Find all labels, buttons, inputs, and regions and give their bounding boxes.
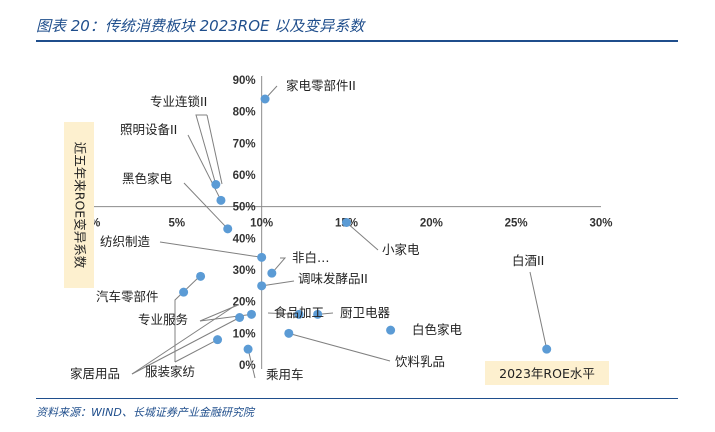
data-point [216, 195, 226, 205]
point-label: 服装家纺 [145, 364, 195, 379]
data-point [257, 281, 267, 291]
leader-line [271, 257, 287, 274]
data-point [294, 309, 304, 319]
data-point [342, 218, 351, 227]
x-tick-label: 25% [505, 218, 528, 230]
leader-lines [131, 85, 548, 379]
y-tick-label: 70% [233, 138, 256, 150]
x-tick-label: 5% [169, 218, 186, 230]
title-rule [36, 40, 678, 42]
data-point [246, 309, 256, 319]
point-label: 饮料乳品 [395, 354, 445, 369]
leader-line [288, 332, 391, 362]
leader-line [131, 317, 240, 375]
data-points [179, 94, 552, 354]
data-point [235, 313, 245, 322]
data-point [223, 224, 233, 234]
point-label: 非白… [292, 250, 330, 265]
point-label: 汽车零部件 [96, 289, 159, 304]
data-point [243, 344, 253, 354]
data-point [260, 94, 270, 104]
data-point [211, 180, 221, 189]
leader-line [261, 280, 295, 287]
y-axis-title: 近五年来ROE变异系数 [73, 142, 88, 269]
leader-line [183, 182, 229, 230]
point-label: 食品加工 [274, 305, 324, 320]
point-label: 调味发酵品II [298, 271, 368, 286]
leader-line [174, 339, 218, 363]
data-point [257, 252, 267, 262]
figure-title: 图表 20：传统消费板块 2023ROE 以及变异系数 [36, 17, 365, 35]
y-tick-label: 50% [233, 202, 256, 214]
leader-line [346, 222, 379, 251]
source-note: 资料来源：WIND、长城证券产业金融研究院 [36, 406, 254, 419]
leader-line [206, 114, 223, 185]
leader-line [159, 241, 262, 258]
point-label: 小家电 [382, 242, 420, 257]
y-tick-label: 30% [233, 265, 256, 277]
data-point [196, 271, 206, 281]
y-axis-title-box [64, 122, 94, 288]
leader-line [174, 275, 201, 362]
point-label: 白色家电 [412, 322, 463, 337]
data-point [213, 335, 223, 345]
x-tick-label: 10% [250, 218, 273, 230]
leader-line [529, 271, 548, 350]
data-point [284, 328, 294, 338]
point-label: 黑色家电 [122, 171, 173, 186]
point-label: 专业服务 [138, 312, 188, 327]
point-label: 乘用车 [266, 367, 304, 382]
leader-line [247, 349, 256, 379]
data-point [386, 325, 396, 335]
point-label: 厨卫电器 [340, 305, 391, 320]
x-tick-label: 20% [420, 218, 443, 230]
x-tick-label: 30% [589, 218, 612, 230]
x-axis-title: 2023年ROE水平 [499, 366, 595, 381]
point-label: 纺织制造 [100, 234, 151, 249]
leader-line [195, 114, 217, 185]
y-tick-label: 20% [233, 297, 256, 309]
x-axis-title-box [485, 361, 609, 385]
y-tick-label: 60% [233, 170, 256, 182]
leader-line [187, 134, 222, 201]
data-point [179, 287, 189, 297]
point-label: 家电零部件II [286, 78, 356, 93]
data-point [313, 309, 323, 319]
data-point [267, 268, 277, 278]
y-tick-label: 90% [233, 75, 256, 87]
point-label: 照明设备II [120, 122, 177, 137]
leader-line [267, 312, 300, 315]
leader-line [131, 304, 237, 375]
axis-titles: 2023年ROE水平 近五年来ROE变异系数 [64, 122, 609, 385]
data-point [542, 344, 552, 354]
point-label: 专业连锁II [150, 94, 207, 109]
y-tick-label: 40% [233, 233, 256, 245]
y-tick-label: 10% [233, 328, 256, 340]
y-tick-label: 80% [233, 107, 256, 119]
point-label: 白酒II [512, 253, 544, 268]
point-label: 家居用品 [70, 366, 120, 381]
bottom-rule [36, 398, 678, 399]
